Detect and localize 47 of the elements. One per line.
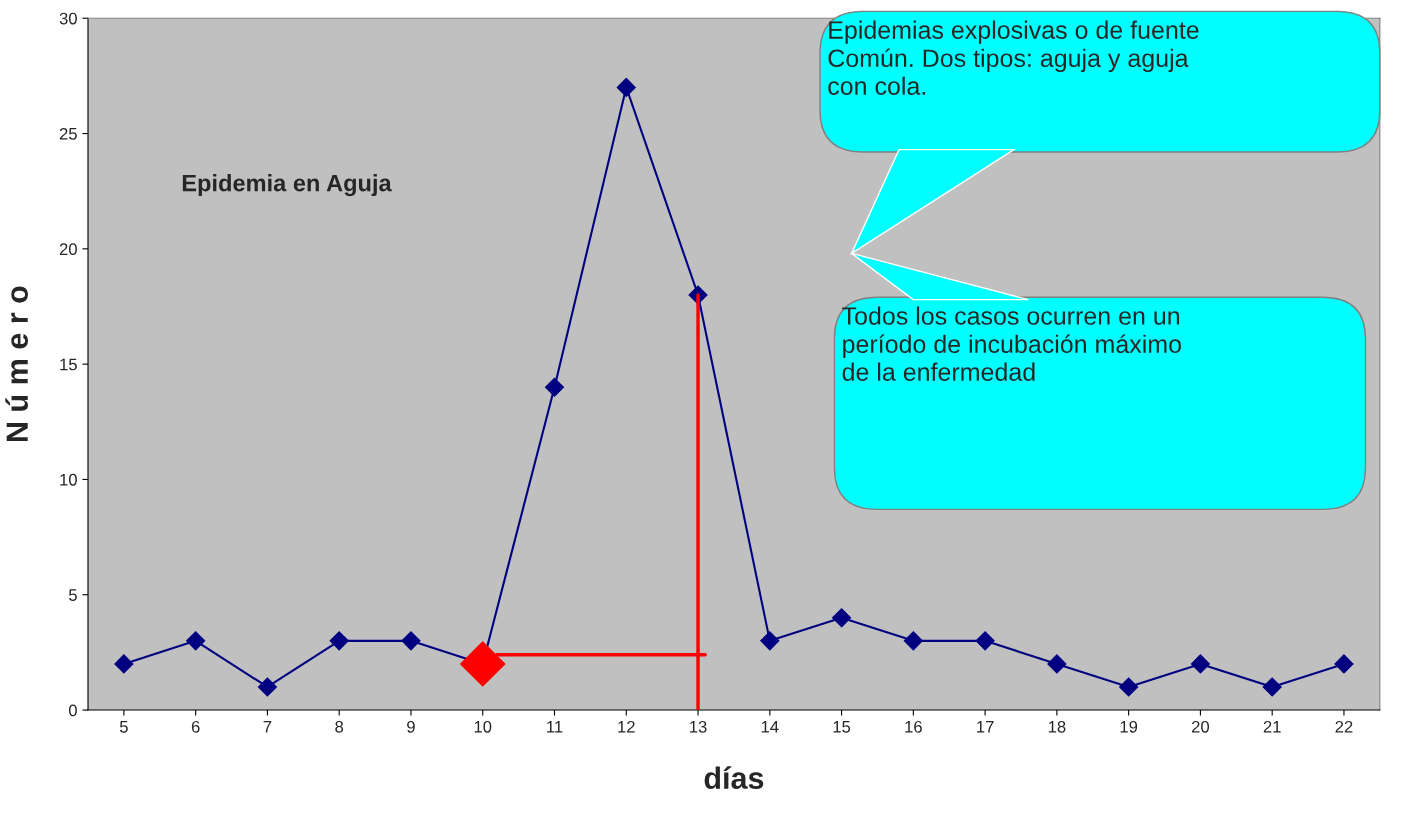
x-tick-label: 11 (547, 721, 563, 733)
point (1262, 677, 1282, 697)
y-axis-title: N ú m e r o (5, 286, 29, 442)
x-tick-label: 20 (1191, 720, 1210, 733)
point (832, 608, 852, 628)
x-tick-label: 16 (905, 720, 922, 733)
point (903, 631, 923, 651)
y-tick-label: 30 (59, 12, 77, 25)
point (329, 631, 349, 651)
x-tick-label: 6 (191, 720, 200, 733)
annotation: Epidemias explosivas o de fuente Común. Dos tipos: aguja y aguja con cola. (828, 20, 1199, 95)
point (1047, 654, 1067, 674)
point (257, 677, 277, 697)
x-tick-label: 18 (1048, 720, 1066, 733)
point (760, 631, 780, 651)
point (114, 654, 134, 674)
x-tick-label: 8 (335, 720, 344, 733)
y-tick-label: 0 (68, 704, 77, 717)
y-tick-label: 25 (59, 127, 77, 140)
point (1119, 677, 1139, 697)
point (186, 631, 206, 651)
y-tick-label: 15 (60, 358, 77, 371)
point (544, 377, 565, 397)
point (616, 77, 636, 97)
y-tick-label: 5 (68, 589, 77, 601)
x-tick-label: 9 (407, 720, 415, 733)
point (1190, 654, 1210, 674)
x-tick-label: 13 (690, 720, 707, 733)
x-tick-label: 14 (761, 721, 779, 733)
x-tick-label: 7 (263, 721, 272, 733)
y-tick-label: 20 (59, 243, 77, 256)
annotation: Epidemia en Aguja (182, 174, 392, 197)
point (975, 631, 995, 651)
x-tick-label: 5 (119, 721, 128, 733)
point (1334, 654, 1354, 674)
x-tick-label: 22 (1335, 720, 1353, 733)
x-tick-label: 17 (977, 721, 994, 733)
point (401, 631, 421, 651)
y-tick-label: 10 (60, 473, 77, 486)
x-tick-label: 19 (1120, 720, 1138, 733)
x-tick-label: 15 (833, 721, 851, 733)
x-tick-label: 12 (618, 720, 635, 733)
annotation: Todos los casos ocurren en un período de incubación máximo de la enfermedad (842, 306, 1181, 381)
x-tick-label: 10 (474, 720, 492, 733)
x-tick-label: 21 (1263, 720, 1281, 733)
x-axis-title: días (704, 766, 764, 789)
point (460, 641, 506, 687)
